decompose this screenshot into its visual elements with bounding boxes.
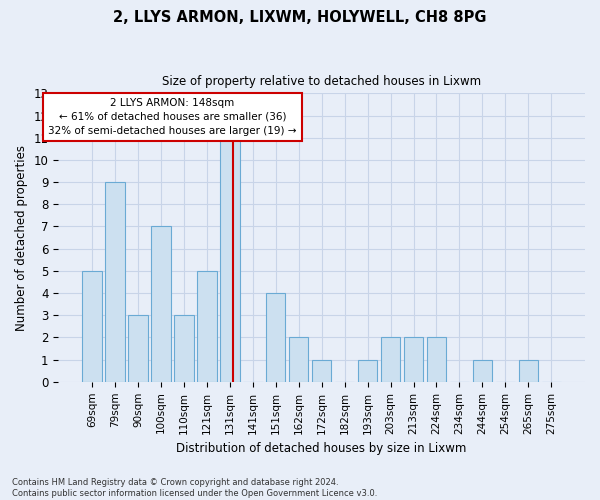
Bar [174,315,194,382]
Bar [197,271,217,382]
Bar [427,338,446,382]
Bar [404,338,423,382]
Bar [220,138,239,382]
Text: 2, LLYS ARMON, LIXWM, HOLYWELL, CH8 8PG: 2, LLYS ARMON, LIXWM, HOLYWELL, CH8 8PG [113,10,487,25]
Bar [105,182,125,382]
Bar [381,338,400,382]
Bar [82,271,102,382]
Bar [473,360,492,382]
X-axis label: Distribution of detached houses by size in Lixwm: Distribution of detached houses by size … [176,442,467,455]
Title: Size of property relative to detached houses in Lixwm: Size of property relative to detached ho… [162,75,481,88]
Bar [289,338,308,382]
Bar [518,360,538,382]
Bar [128,315,148,382]
Y-axis label: Number of detached properties: Number of detached properties [15,144,28,330]
Bar [312,360,331,382]
Bar [266,293,286,382]
Bar [358,360,377,382]
Text: 2 LLYS ARMON: 148sqm
← 61% of detached houses are smaller (36)
32% of semi-detac: 2 LLYS ARMON: 148sqm ← 61% of detached h… [48,98,296,136]
Text: Contains HM Land Registry data © Crown copyright and database right 2024.
Contai: Contains HM Land Registry data © Crown c… [12,478,377,498]
Bar [151,226,170,382]
